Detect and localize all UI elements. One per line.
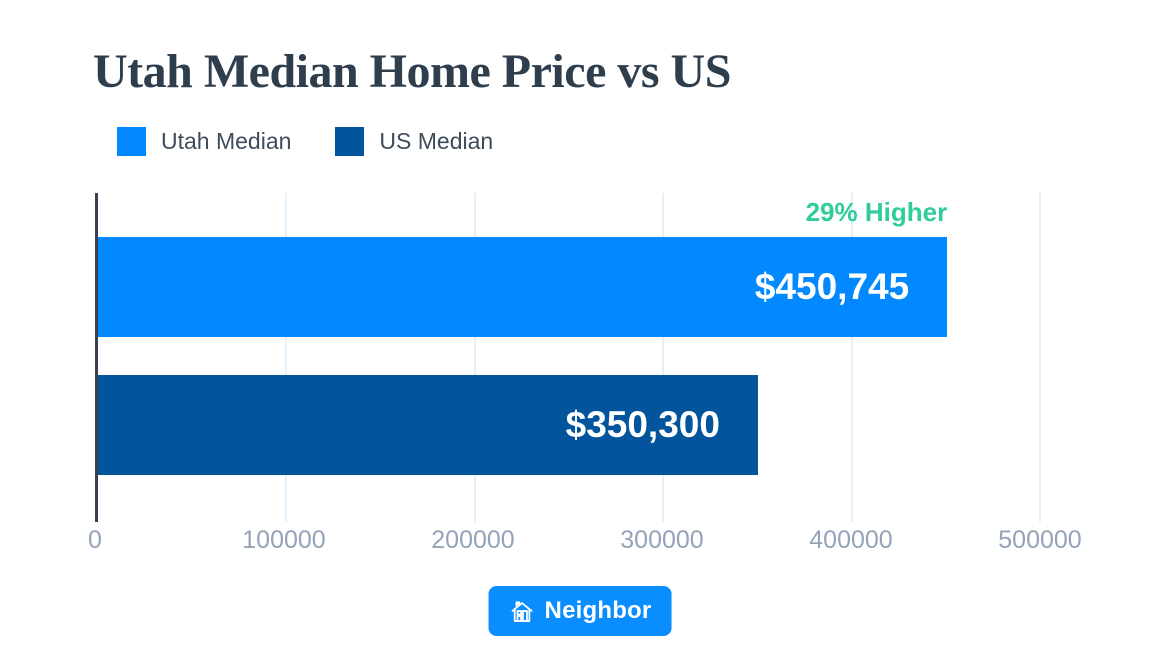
- bar-us-median[interactable]: $350,300: [98, 375, 758, 475]
- gridline: [285, 193, 288, 522]
- legend-item-us-median[interactable]: US Median: [335, 127, 493, 156]
- bar-value-utah-median: $450,745: [754, 266, 910, 307]
- house-icon: [509, 598, 536, 625]
- x-tick-label: 0: [88, 526, 102, 554]
- bar-utah-median[interactable]: $450,745: [98, 237, 948, 337]
- chart-title: Utah Median Home Price vs US: [93, 45, 731, 98]
- gridline: [662, 193, 665, 522]
- x-tick-label: 300000: [620, 526, 704, 554]
- percent-higher-annotation: 29% Higher: [805, 197, 948, 227]
- gridline: [473, 193, 476, 522]
- gridline: [850, 193, 853, 522]
- x-tick-label: 100000: [242, 526, 326, 554]
- legend-label-us-median: US Median: [379, 128, 494, 154]
- gridline: [1039, 193, 1041, 522]
- x-tick-label: 200000: [431, 526, 515, 554]
- utah-median-swatch: [117, 127, 146, 156]
- us-median-swatch: [335, 127, 365, 156]
- x-tick-label: 400000: [809, 526, 893, 554]
- x-axis-tick-labels: 0 100000 200000 300000 400000 500000: [88, 526, 1082, 556]
- neighbor-logo-text: Neighbor: [544, 597, 652, 624]
- legend-label-utah-median: Utah Median: [161, 128, 292, 154]
- plot-area: 29% Higher $450,745 $350,300: [95, 193, 1041, 522]
- legend-item-utah-median[interactable]: Utah Median: [117, 127, 291, 156]
- neighbor-logo-button[interactable]: Neighbor: [488, 586, 672, 636]
- legend: Utah Median US Median: [117, 127, 493, 156]
- x-tick-label: 500000: [998, 526, 1082, 554]
- bar-value-us-median: $350,300: [565, 404, 720, 445]
